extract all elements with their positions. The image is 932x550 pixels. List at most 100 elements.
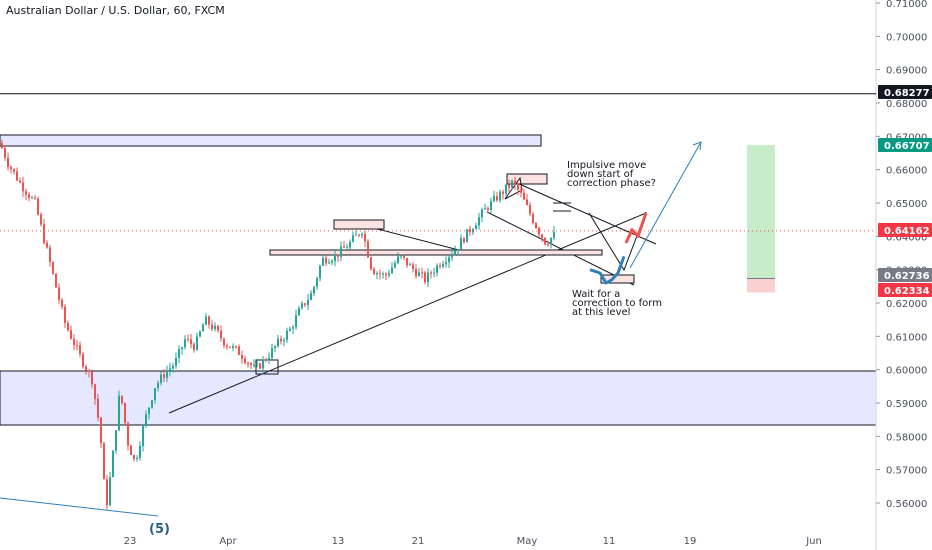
candle-body [382, 273, 384, 275]
support-zone[interactable] [0, 370, 877, 426]
candle-body [139, 445, 141, 458]
candle-body [466, 229, 468, 243]
falling-trendline-3[interactable] [486, 211, 635, 286]
target-zone[interactable] [747, 145, 775, 279]
lower-trendline[interactable] [0, 497, 159, 517]
candle-body [208, 316, 210, 325]
candle-body [55, 273, 57, 288]
projected-zigzag[interactable] [588, 211, 647, 272]
candle-body [514, 180, 516, 185]
candle-body [520, 189, 522, 193]
price-badge-label: 0.66707 [884, 141, 930, 152]
peak-box-1[interactable] [333, 219, 385, 230]
projection-path-red[interactable] [624, 212, 648, 244]
candle-body [187, 339, 189, 341]
y-tick-label: 0.61000 [886, 332, 927, 343]
annotation-line-2: down start of [567, 169, 634, 180]
target-arrow-line[interactable] [629, 141, 702, 269]
target-arrow-head [692, 141, 702, 151]
candle-body [7, 157, 9, 167]
candle-body [190, 339, 192, 345]
candle-body [142, 426, 144, 446]
candle-body [115, 430, 117, 451]
candle-body [82, 354, 84, 367]
candle-body [436, 265, 438, 273]
candle-body [448, 257, 450, 263]
candle-body [265, 359, 267, 361]
candle-body [112, 450, 114, 478]
candle-body [439, 265, 441, 267]
candle-body [547, 244, 549, 246]
candle-body [202, 324, 204, 332]
candle-body [160, 374, 162, 383]
x-tick-label: 21 [412, 536, 425, 547]
candle-body [268, 357, 270, 361]
candle-body [418, 272, 420, 277]
candle-body [52, 262, 54, 274]
candle-body [406, 257, 408, 266]
candle-body [412, 264, 414, 270]
annotation-line-3: correction phase? [567, 178, 656, 189]
candle-body [469, 229, 471, 233]
candle-body [394, 263, 396, 268]
candle-body [271, 347, 273, 358]
candle-body [136, 457, 138, 459]
price-badge-label: 0.62736 [884, 271, 930, 282]
price-badge-label: 0.62334 [884, 286, 930, 297]
candle-body [58, 287, 60, 300]
candle-body [385, 273, 387, 276]
candle-body [424, 272, 426, 283]
candle-body [88, 370, 90, 372]
candle-body [244, 358, 246, 363]
resistance-zone[interactable] [0, 134, 542, 147]
price-badge [878, 283, 932, 297]
candle-body [496, 196, 498, 201]
y-tick-label: 0.58000 [886, 432, 927, 443]
candle-body [421, 272, 423, 274]
x-tick-label: May [517, 536, 538, 547]
candle-body [487, 208, 489, 211]
peak-box-2[interactable] [506, 173, 548, 185]
candle-body [451, 254, 453, 258]
candle-body [274, 346, 276, 348]
candle-body [151, 400, 153, 408]
candle-body [64, 306, 66, 324]
candle-body [217, 325, 219, 331]
projection-path-blue[interactable] [589, 255, 626, 285]
candle-body [490, 201, 492, 211]
candle-body [226, 345, 228, 347]
candle-body [280, 338, 282, 342]
candle-body [22, 182, 24, 192]
y-tick-label: 0.57000 [886, 466, 927, 477]
candle-body [502, 191, 504, 194]
candle-body [241, 354, 243, 359]
candle-body [178, 349, 180, 358]
rising-trendline[interactable] [168, 212, 647, 414]
wave-label: (5) [149, 522, 170, 537]
candle-body [79, 345, 81, 355]
candle-body [118, 395, 120, 431]
horizontal-box[interactable] [269, 249, 603, 256]
price-badge [878, 223, 932, 237]
candle-body [307, 299, 309, 306]
y-tick-label: 0.67000 [886, 132, 927, 143]
candle-body [76, 345, 78, 347]
candle-body [109, 477, 111, 506]
candle-body [250, 363, 252, 366]
candle-body [43, 224, 45, 243]
candle-body [127, 423, 129, 446]
candle-body [148, 407, 150, 415]
candle-body [166, 371, 168, 378]
candle-body [334, 254, 336, 261]
candle-body [4, 148, 6, 158]
candle-body [121, 395, 123, 404]
x-tick-label: Jun [805, 536, 822, 547]
candle-body [67, 323, 69, 331]
candle-body [526, 199, 528, 205]
y-tick-label: 0.62000 [886, 299, 927, 310]
stop-zone[interactable] [747, 278, 775, 293]
candle-body [100, 417, 102, 444]
candle-body [310, 293, 312, 300]
